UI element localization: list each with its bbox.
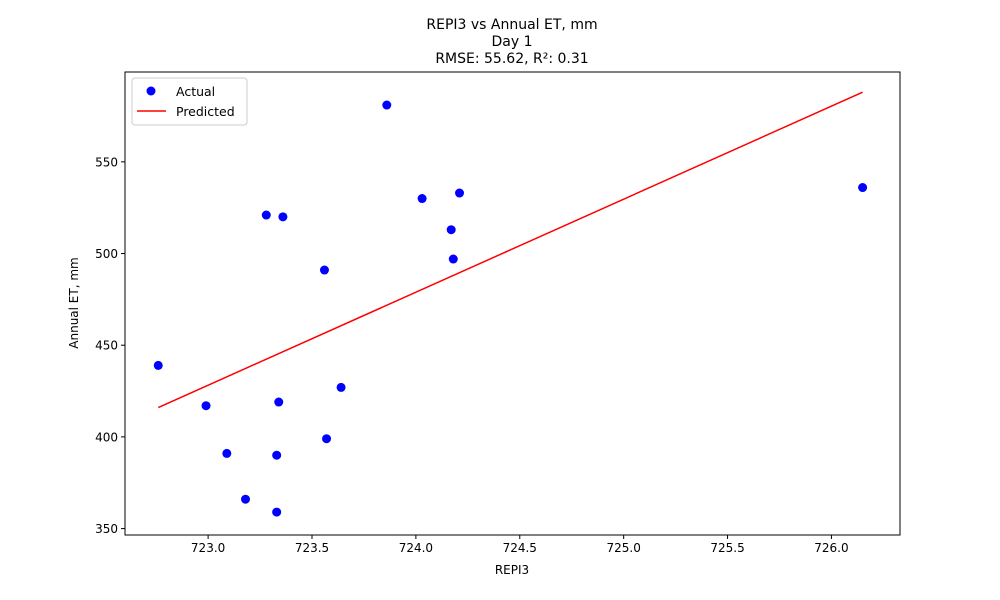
x-tick-label: 725.5 bbox=[710, 541, 744, 555]
actual-point bbox=[222, 448, 232, 458]
x-tick-label: 724.0 bbox=[399, 541, 433, 555]
title-line-2: Day 1 bbox=[491, 34, 532, 50]
predicted-line bbox=[157, 91, 863, 409]
actual-point bbox=[336, 382, 346, 392]
y-tick-label: 400 bbox=[95, 430, 118, 444]
actual-point bbox=[446, 225, 456, 235]
legend-actual-label: Actual bbox=[176, 84, 215, 99]
y-axis-label: Annual ET, mm bbox=[67, 257, 81, 348]
title-line-3: RMSE: 55.62, R²: 0.31 bbox=[435, 51, 588, 67]
chart-title: REPI3 vs Annual ET, mm Day 1 RMSE: 55.62… bbox=[426, 17, 597, 67]
title-line-1: REPI3 vs Annual ET, mm bbox=[426, 17, 597, 33]
x-axis: 723.0 723.5 724.0 724.5 725.0 725.5 726.0 bbox=[191, 535, 849, 555]
legend-box bbox=[131, 77, 248, 126]
actual-point bbox=[272, 450, 282, 460]
y-tick-label: 450 bbox=[95, 339, 118, 353]
y-tick-label: 550 bbox=[95, 155, 118, 169]
x-axis-label: REPI3 bbox=[495, 563, 529, 577]
actual-point bbox=[858, 183, 868, 193]
x-tick-label: 723.0 bbox=[191, 541, 225, 555]
actual-point bbox=[455, 188, 465, 198]
legend-predicted-label: Predicted bbox=[176, 104, 235, 119]
plot-area bbox=[153, 91, 868, 517]
axes-frame bbox=[124, 71, 901, 536]
actual-point bbox=[261, 210, 271, 220]
legend: Actual Predicted bbox=[131, 77, 248, 126]
actual-point bbox=[322, 434, 332, 444]
x-tick-label: 723.5 bbox=[295, 541, 329, 555]
x-tick-label: 725.0 bbox=[606, 541, 640, 555]
y-tick-label: 350 bbox=[95, 522, 118, 536]
x-tick-label: 724.5 bbox=[503, 541, 537, 555]
actual-point bbox=[278, 212, 288, 222]
x-tick-label: 726.0 bbox=[814, 541, 848, 555]
y-axis: 350 400 450 500 550 bbox=[95, 155, 125, 536]
actual-point bbox=[201, 401, 211, 411]
actual-point bbox=[417, 194, 427, 204]
actual-point bbox=[382, 100, 392, 110]
actual-point bbox=[448, 254, 458, 264]
actual-point bbox=[153, 360, 163, 370]
actual-point bbox=[274, 397, 284, 407]
y-tick-label: 500 bbox=[95, 247, 118, 261]
actual-point bbox=[241, 494, 251, 504]
legend-actual-marker bbox=[146, 86, 156, 96]
actual-point bbox=[272, 507, 282, 517]
actual-point bbox=[319, 265, 329, 275]
